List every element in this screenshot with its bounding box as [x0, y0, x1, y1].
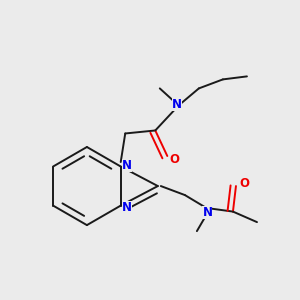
- Text: N: N: [172, 98, 182, 111]
- Text: N: N: [122, 201, 132, 214]
- Text: O: O: [239, 176, 249, 190]
- Text: O: O: [170, 152, 180, 166]
- Text: N: N: [122, 158, 132, 172]
- Text: N: N: [202, 206, 212, 219]
